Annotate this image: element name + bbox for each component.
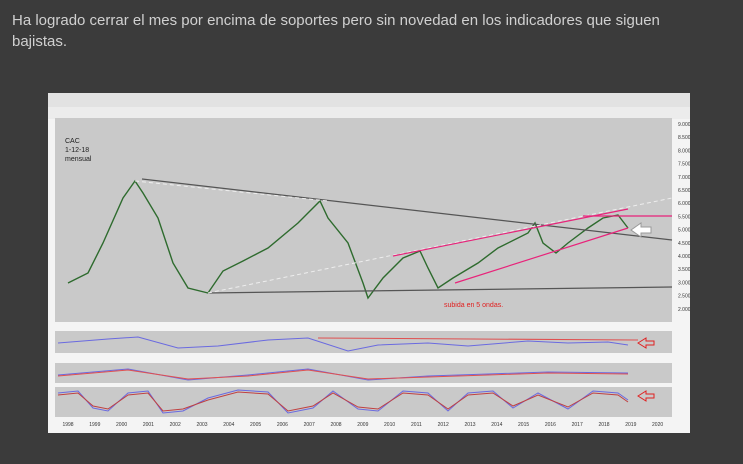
year-label: 1998 xyxy=(62,422,73,428)
year-label: 2002 xyxy=(170,422,181,428)
toolbar xyxy=(48,93,690,107)
price-label: 3.000 xyxy=(678,280,690,286)
channel-line xyxy=(392,208,629,257)
channel-line xyxy=(454,227,629,284)
post-text: Ha logrado cerrar el mes por encima de s… xyxy=(12,12,660,50)
year-label: 2000 xyxy=(116,422,127,428)
year-label: 2019 xyxy=(625,422,636,428)
year-label: 2016 xyxy=(545,422,556,428)
price-label: 5.500 xyxy=(678,214,690,220)
date-label: 1-12-18 xyxy=(65,147,89,154)
year-label: 2006 xyxy=(277,422,288,428)
rsi-line xyxy=(57,336,629,352)
price-label: 6.000 xyxy=(678,201,690,207)
year-label: 2003 xyxy=(196,422,207,428)
arrow xyxy=(630,222,652,238)
year-label: 2015 xyxy=(518,422,529,428)
note: subida en 5 ondas. xyxy=(444,302,503,309)
index-label: CAC xyxy=(65,138,80,145)
year-label: 2001 xyxy=(143,422,154,428)
year-label: 2004 xyxy=(223,422,234,428)
price-label: 5.000 xyxy=(678,228,690,234)
stoch-signal xyxy=(57,391,629,412)
price-label: 3.500 xyxy=(678,267,690,273)
year-label: 2013 xyxy=(464,422,475,428)
price-label: 2.500 xyxy=(678,294,690,300)
year-label: 2005 xyxy=(250,422,261,428)
price-label: 8.500 xyxy=(678,135,690,141)
macd-signal xyxy=(57,369,629,380)
year-label: 2010 xyxy=(384,422,395,428)
price-label: 9.000 xyxy=(678,122,690,128)
price-label: 7.000 xyxy=(678,175,690,181)
arrow xyxy=(637,337,655,349)
trend-line xyxy=(141,178,673,241)
year-label: 2008 xyxy=(330,422,341,428)
arrow xyxy=(637,390,655,402)
dashed-line xyxy=(207,197,673,294)
year-label: 1999 xyxy=(89,422,100,428)
price-label: 2.000 xyxy=(678,307,690,313)
dashed-line xyxy=(134,180,329,202)
price-label: 8.000 xyxy=(678,148,690,154)
timeframe-label: mensual xyxy=(65,156,92,163)
stoch-panel xyxy=(55,387,672,417)
price-label: 4.500 xyxy=(678,241,690,247)
chart-screenshot: CAC 1-12-18 mensual subida en 5 ondas. 9… xyxy=(48,93,690,433)
year-label: 2007 xyxy=(304,422,315,428)
year-label: 2018 xyxy=(598,422,609,428)
year-label: 2012 xyxy=(438,422,449,428)
toolbar xyxy=(48,107,690,119)
rsi-panel xyxy=(55,331,672,353)
rsi-level xyxy=(317,337,639,341)
year-label: 2011 xyxy=(411,422,422,428)
price-label: 4.000 xyxy=(678,254,690,260)
year-label: 2009 xyxy=(357,422,368,428)
price-label: 7.500 xyxy=(678,162,690,168)
year-label: 2020 xyxy=(652,422,663,428)
year-label: 2017 xyxy=(572,422,583,428)
stoch-line xyxy=(57,389,629,414)
support-line xyxy=(207,286,673,294)
year-label: 2014 xyxy=(491,422,502,428)
price-label: 6.500 xyxy=(678,188,690,194)
